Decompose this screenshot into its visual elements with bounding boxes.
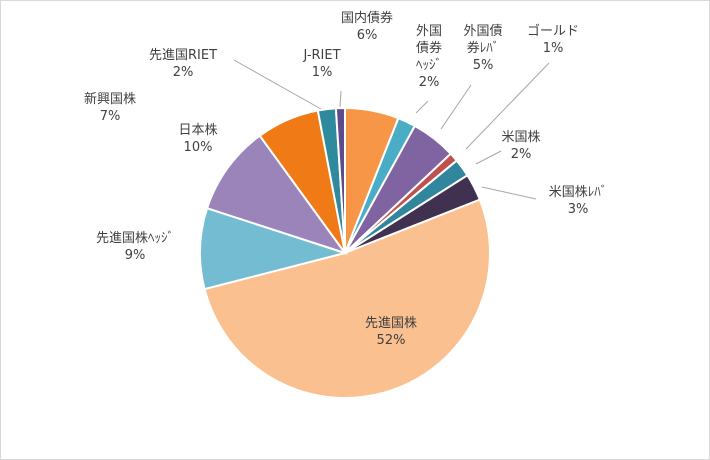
slice-data-label: 国内債券 6%	[307, 10, 427, 44]
slice-percent-label: 10%	[183, 140, 213, 155]
slice-name-label: 外国債	[463, 24, 503, 39]
slice-percent-label: 1%	[542, 41, 564, 56]
slice-data-label: 米国株 2%	[461, 129, 581, 163]
slice-name-label: 先進国RIET	[148, 48, 218, 63]
slice-percent-label: 2%	[172, 65, 194, 80]
slice-name-label: 米国株	[501, 130, 541, 145]
leader-line	[475, 150, 502, 165]
slice-percent-label: 2%	[418, 75, 440, 90]
leader-line	[233, 59, 322, 110]
slice-data-label: ゴールド 1%	[493, 23, 613, 57]
slice-name-label: 日本株	[178, 123, 218, 138]
slice-data-label: 日本株 10%	[138, 122, 258, 156]
slice-name-label: 米国株ﾚﾊﾞ	[548, 185, 608, 200]
slice-percent-label: 1%	[311, 65, 333, 80]
slice-data-label: 新興国株 7%	[50, 91, 170, 125]
leader-line	[481, 186, 537, 200]
leader-lines-layer	[233, 59, 550, 200]
slice-name-label: 券ﾚﾊﾞ	[466, 41, 500, 56]
slice-name-label: 先進国株ﾍｯｼﾞ	[95, 231, 174, 246]
slice-name-label: 債券	[415, 41, 442, 56]
slice-name-label: ゴールド	[526, 24, 579, 39]
slice-data-label: 先進国RIET 2%	[123, 47, 243, 81]
leader-line	[440, 84, 472, 130]
slice-data-label: J-RIET 1%	[262, 47, 382, 81]
slice-name-label: 先進国株	[364, 316, 417, 331]
slice-percent-label: 7%	[99, 109, 121, 124]
slice-data-label: 先進国株ﾍｯｼﾞ 9%	[75, 230, 195, 264]
slice-data-label: 外国債券 ﾍｯｼﾞ 2%	[369, 23, 489, 91]
pie-slice	[199, 206, 349, 291]
pie-slice	[203, 198, 491, 399]
slice-name-label: 外国	[415, 24, 442, 39]
slice-percent-label: 2%	[510, 147, 532, 162]
slice-name-label: ﾍｯｼﾞ	[416, 58, 442, 73]
slice-data-label: 外国債券ﾚﾊﾞ 5%	[423, 23, 543, 74]
slice-data-label: 先進国株 52%	[331, 315, 451, 349]
slice-name-label: 国内債券	[340, 11, 393, 26]
slice-name-label: J-RIET	[303, 48, 341, 63]
slice-percent-label: 52%	[376, 333, 406, 348]
slice-data-label: 米国株ﾚﾊﾞ 3%	[518, 184, 638, 218]
slice-percent-label: 3%	[567, 202, 589, 217]
slice-name-label: 新興国株	[83, 92, 136, 107]
leader-line	[465, 62, 550, 150]
leader-line	[339, 90, 342, 108]
pie-slice	[334, 106, 346, 254]
slice-percent-label: 6%	[356, 28, 378, 43]
slice-percent-label: 9%	[124, 248, 146, 263]
slice-percent-label: 5%	[472, 58, 494, 73]
leader-line	[415, 100, 429, 114]
slices-layer	[199, 106, 491, 399]
pie-slice	[205, 134, 348, 255]
